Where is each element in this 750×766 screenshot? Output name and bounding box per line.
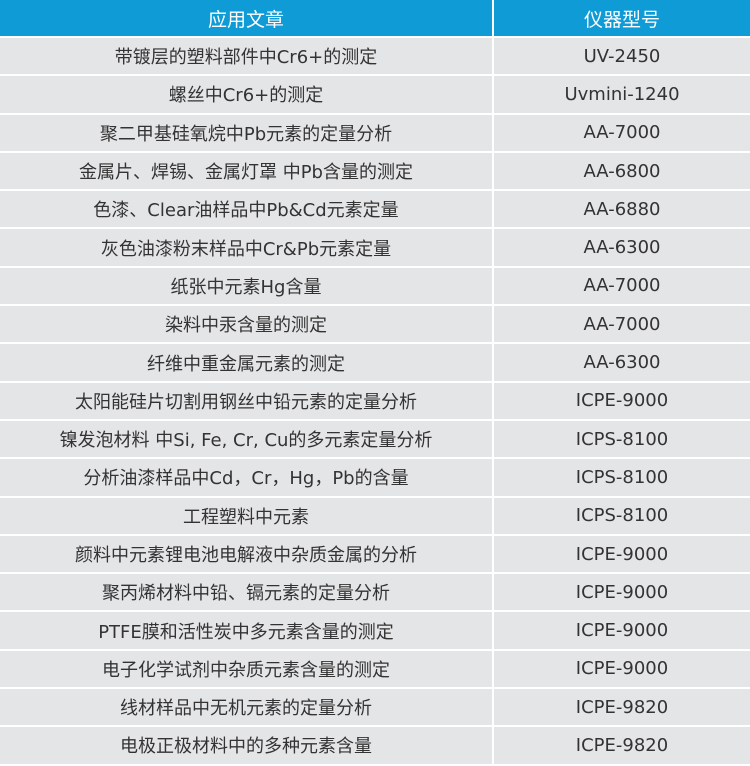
table-row: 线材样品中无机元素的定量分析 ICPE-9820 xyxy=(0,689,750,728)
table-body: 带镀层的塑料部件中Cr6+的测定 UV-2450 螺丝中Cr6+的测定 Uvmini-… xyxy=(0,38,750,766)
article-cell: 金属片、焊锡、金属灯罩 中Pb含量的测定 xyxy=(0,152,494,192)
article-cell: 灰色油漆粉末样品中Cr&Pb元素定量 xyxy=(0,229,494,268)
article-cell: 工程塑料中元素 xyxy=(0,497,494,536)
table-row: PTFE膜和活性炭中多元素含量的测定 ICPE-9000 xyxy=(0,612,750,651)
model-cell: ICPE-9000 xyxy=(494,650,750,690)
header-model: 仪器型号 xyxy=(494,0,750,38)
header-article: 应用文章 xyxy=(0,0,494,38)
table-row: 镍发泡材料 中Si, Fe, Cr, Cu的多元素定量分析 ICPS-8100 xyxy=(0,420,750,460)
article-cell: 染料中汞含量的测定 xyxy=(0,306,494,345)
article-cell: 电子化学试剂中杂质元素含量的测定 xyxy=(0,650,494,690)
model-cell: ICPS-8100 xyxy=(494,459,750,498)
model-cell: AA-6300 xyxy=(494,344,750,383)
article-cell: 聚丙烯材料中铅、镉元素的定量分析 xyxy=(0,574,494,613)
table-row: 太阳能硅片切割用钢丝中铅元素的定量分析 ICPE-9000 xyxy=(0,382,750,421)
model-cell: ICPS-8100 xyxy=(494,420,750,460)
table-row: 颜料中元素锂电池电解液中杂质金属的分析 ICPE-9000 xyxy=(0,535,750,575)
article-cell: 太阳能硅片切割用钢丝中铅元素的定量分析 xyxy=(0,382,494,421)
table-row: 聚丙烯材料中铅、镉元素的定量分析 ICPE-9000 xyxy=(0,574,750,613)
model-cell: UV-2450 xyxy=(494,38,750,77)
table-row: 螺丝中Cr6+的测定 Uvmini-1240 xyxy=(0,76,750,115)
model-cell: ICPE-9000 xyxy=(494,382,750,421)
model-cell: AA-6880 xyxy=(494,191,750,230)
table-row: 灰色油漆粉末样品中Cr&Pb元素定量 AA-6300 xyxy=(0,229,750,268)
article-cell: 分析油漆样品中Cd，Cr，Hg，Pb的含量 xyxy=(0,459,494,498)
model-cell: ICPS-8100 xyxy=(494,497,750,536)
table-row: 染料中汞含量的测定 AA-7000 xyxy=(0,306,750,345)
table-row: 电子化学试剂中杂质元素含量的测定 ICPE-9000 xyxy=(0,650,750,690)
table-row: 色漆、Clear油样品中Pb&Cd元素定量 AA-6880 xyxy=(0,191,750,230)
model-cell: AA-7000 xyxy=(494,306,750,345)
model-cell: AA-6300 xyxy=(494,229,750,268)
article-cell: 螺丝中Cr6+的测定 xyxy=(0,76,494,115)
article-cell: 颜料中元素锂电池电解液中杂质金属的分析 xyxy=(0,535,494,575)
model-cell: AA-7000 xyxy=(494,267,750,307)
table-row: 金属片、焊锡、金属灯罩 中Pb含量的测定 AA-6800 xyxy=(0,152,750,192)
header-row: 应用文章 仪器型号 xyxy=(0,0,750,38)
model-cell: ICPE-9000 xyxy=(494,612,750,651)
article-cell: 线材样品中无机元素的定量分析 xyxy=(0,689,494,728)
table-row: 聚二甲基硅氧烷中Pb元素的定量分析 AA-7000 xyxy=(0,114,750,153)
article-cell: 色漆、Clear油样品中Pb&Cd元素定量 xyxy=(0,191,494,230)
article-cell: 聚二甲基硅氧烷中Pb元素的定量分析 xyxy=(0,114,494,153)
model-cell: Uvmini-1240 xyxy=(494,76,750,115)
model-cell: AA-7000 xyxy=(494,114,750,153)
article-cell: 镍发泡材料 中Si, Fe, Cr, Cu的多元素定量分析 xyxy=(0,420,494,460)
table-row: 分析油漆样品中Cd，Cr，Hg，Pb的含量 ICPS-8100 xyxy=(0,459,750,498)
table-row: 带镀层的塑料部件中Cr6+的测定 UV-2450 xyxy=(0,38,750,77)
article-cell: 带镀层的塑料部件中Cr6+的测定 xyxy=(0,38,494,77)
table-row: 纸张中元素Hg含量 AA-7000 xyxy=(0,267,750,307)
table-row: 电极正极材料中的多种元素含量 ICPE-9820 xyxy=(0,727,750,766)
table-row: 工程塑料中元素 ICPS-8100 xyxy=(0,497,750,536)
model-cell: ICPE-9820 xyxy=(494,689,750,728)
table-row: 纤维中重金属元素的测定 AA-6300 xyxy=(0,344,750,383)
model-cell: ICPE-9820 xyxy=(494,727,750,766)
article-cell: 纸张中元素Hg含量 xyxy=(0,267,494,307)
model-cell: AA-6800 xyxy=(494,152,750,192)
model-cell: ICPE-9000 xyxy=(494,535,750,575)
article-cell: PTFE膜和活性炭中多元素含量的测定 xyxy=(0,612,494,651)
article-cell: 电极正极材料中的多种元素含量 xyxy=(0,727,494,766)
article-cell: 纤维中重金属元素的测定 xyxy=(0,344,494,383)
model-cell: ICPE-9000 xyxy=(494,574,750,613)
